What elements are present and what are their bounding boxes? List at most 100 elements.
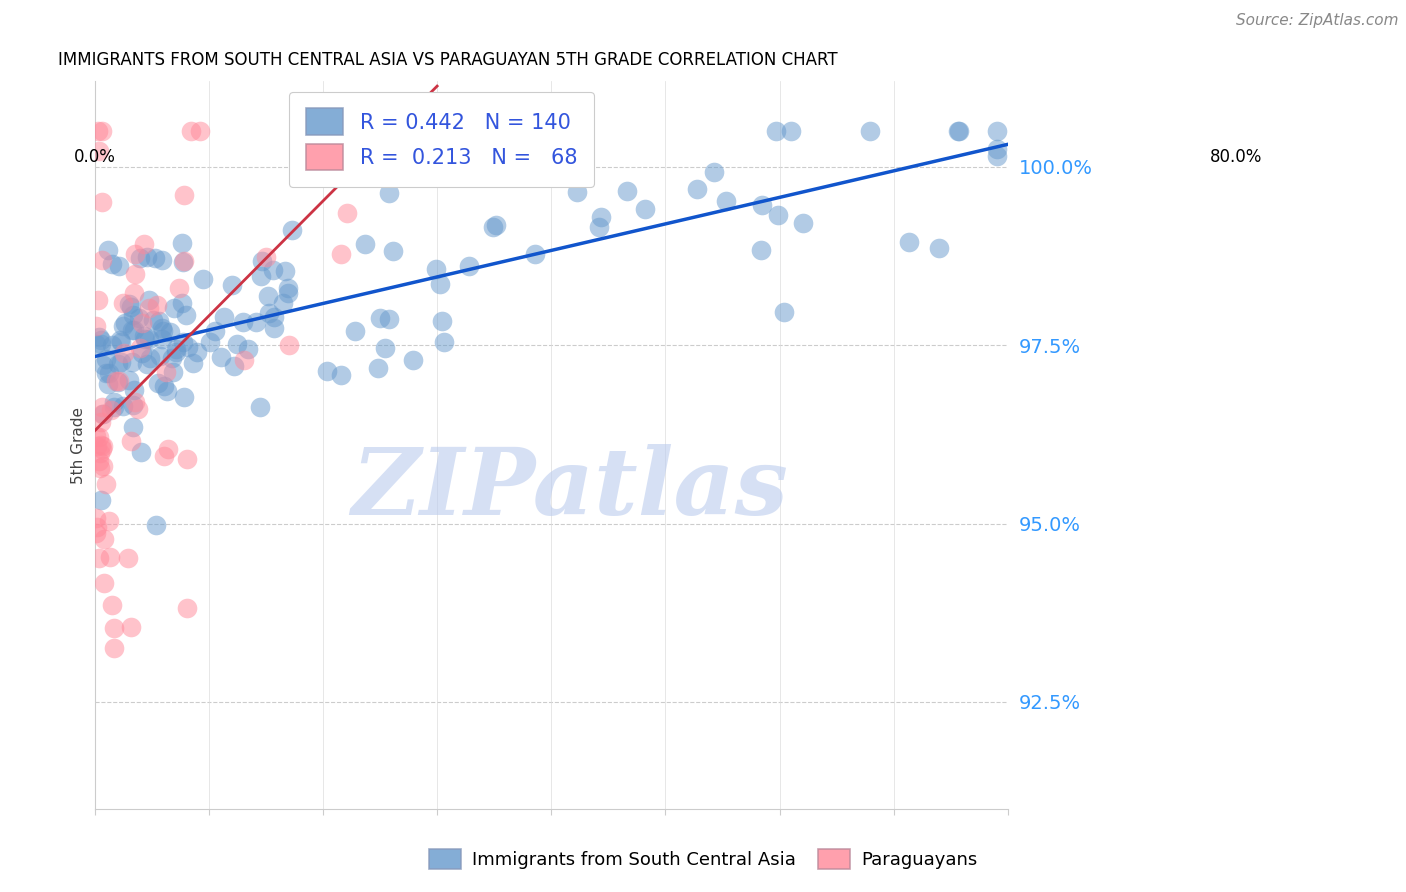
Point xyxy=(897,235,920,250)
Legend: R = 0.442   N = 140, R =  0.213   N =   68: R = 0.442 N = 140, R = 0.213 N = 68 xyxy=(290,92,595,187)
Point xyxy=(751,198,773,212)
Point xyxy=(87,551,110,566)
Point xyxy=(165,345,187,359)
Point xyxy=(236,342,259,356)
Point xyxy=(139,351,162,365)
Point xyxy=(948,124,970,138)
Point xyxy=(172,296,194,310)
Point xyxy=(481,219,503,234)
Point xyxy=(703,165,725,179)
Point xyxy=(91,439,114,453)
Point xyxy=(232,352,254,367)
Point xyxy=(150,253,173,268)
Point xyxy=(773,305,796,319)
Point xyxy=(157,442,180,456)
Point xyxy=(278,338,301,352)
Point xyxy=(146,298,169,312)
Point xyxy=(792,217,814,231)
Point xyxy=(94,366,117,380)
Point xyxy=(172,255,194,269)
Point xyxy=(89,461,111,475)
Point xyxy=(110,333,132,347)
Point xyxy=(183,356,205,370)
Point xyxy=(107,375,129,389)
Point xyxy=(134,332,156,346)
Point xyxy=(172,334,194,349)
Point xyxy=(209,350,232,364)
Point xyxy=(87,329,110,343)
Point xyxy=(165,342,187,356)
Point xyxy=(110,354,132,368)
Point xyxy=(90,408,112,422)
Point xyxy=(200,334,222,349)
Point xyxy=(986,142,1008,156)
Point xyxy=(214,310,236,325)
Point xyxy=(97,243,120,257)
Point xyxy=(142,312,165,326)
Point xyxy=(122,420,145,434)
Point xyxy=(121,398,143,412)
Point xyxy=(118,373,141,387)
Point xyxy=(90,252,112,267)
Point xyxy=(263,321,285,335)
Point xyxy=(91,458,114,473)
Point xyxy=(204,324,226,338)
Point xyxy=(259,306,281,320)
Point xyxy=(277,281,299,295)
Point xyxy=(986,149,1008,163)
Point xyxy=(91,400,114,414)
Point xyxy=(120,300,142,314)
Point xyxy=(429,277,451,292)
Point xyxy=(112,295,135,310)
Point xyxy=(173,390,195,404)
Point xyxy=(751,243,773,257)
Point xyxy=(361,124,384,138)
Point xyxy=(176,600,198,615)
Point xyxy=(193,271,215,285)
Point xyxy=(93,532,115,546)
Point xyxy=(127,402,149,417)
Point xyxy=(232,315,254,329)
Point xyxy=(84,337,107,351)
Point xyxy=(221,277,243,292)
Point xyxy=(368,311,391,326)
Point xyxy=(84,510,107,524)
Point xyxy=(114,316,136,330)
Point xyxy=(89,144,111,158)
Point xyxy=(97,376,120,391)
Point xyxy=(135,357,157,371)
Point xyxy=(128,341,150,355)
Point xyxy=(121,308,143,322)
Point xyxy=(589,211,612,225)
Point xyxy=(138,301,160,315)
Point xyxy=(524,247,547,261)
Point xyxy=(377,312,399,326)
Point xyxy=(382,244,405,258)
Point xyxy=(188,124,211,138)
Point xyxy=(143,251,166,265)
Point xyxy=(97,514,120,528)
Point xyxy=(103,400,125,414)
Point xyxy=(107,357,129,371)
Point xyxy=(254,250,277,264)
Point xyxy=(107,374,129,388)
Point xyxy=(588,220,610,235)
Point xyxy=(457,259,479,273)
Point xyxy=(132,329,155,343)
Point xyxy=(152,379,174,393)
Point xyxy=(354,237,377,252)
Legend: Immigrants from South Central Asia, Paraguayans: Immigrants from South Central Asia, Para… xyxy=(420,839,986,879)
Point xyxy=(146,376,169,390)
Point xyxy=(277,286,299,301)
Point xyxy=(316,364,339,378)
Point xyxy=(616,184,638,198)
Point xyxy=(124,246,146,260)
Point xyxy=(167,281,190,295)
Point xyxy=(330,163,353,178)
Text: ZIPatlas: ZIPatlas xyxy=(352,444,789,533)
Point xyxy=(859,124,882,138)
Point xyxy=(330,247,353,261)
Point xyxy=(250,253,273,268)
Point xyxy=(714,194,737,209)
Point xyxy=(148,314,170,328)
